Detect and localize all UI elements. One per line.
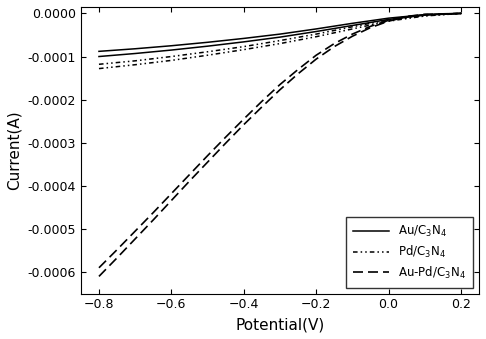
X-axis label: Potential(V): Potential(V) (235, 317, 325, 332)
Y-axis label: Current(A): Current(A) (7, 111, 22, 190)
Legend: Au/C$_3$N$_4$, Pd/C$_3$N$_4$, Au-Pd/C$_3$N$_4$: Au/C$_3$N$_4$, Pd/C$_3$N$_4$, Au-Pd/C$_3… (347, 217, 473, 288)
